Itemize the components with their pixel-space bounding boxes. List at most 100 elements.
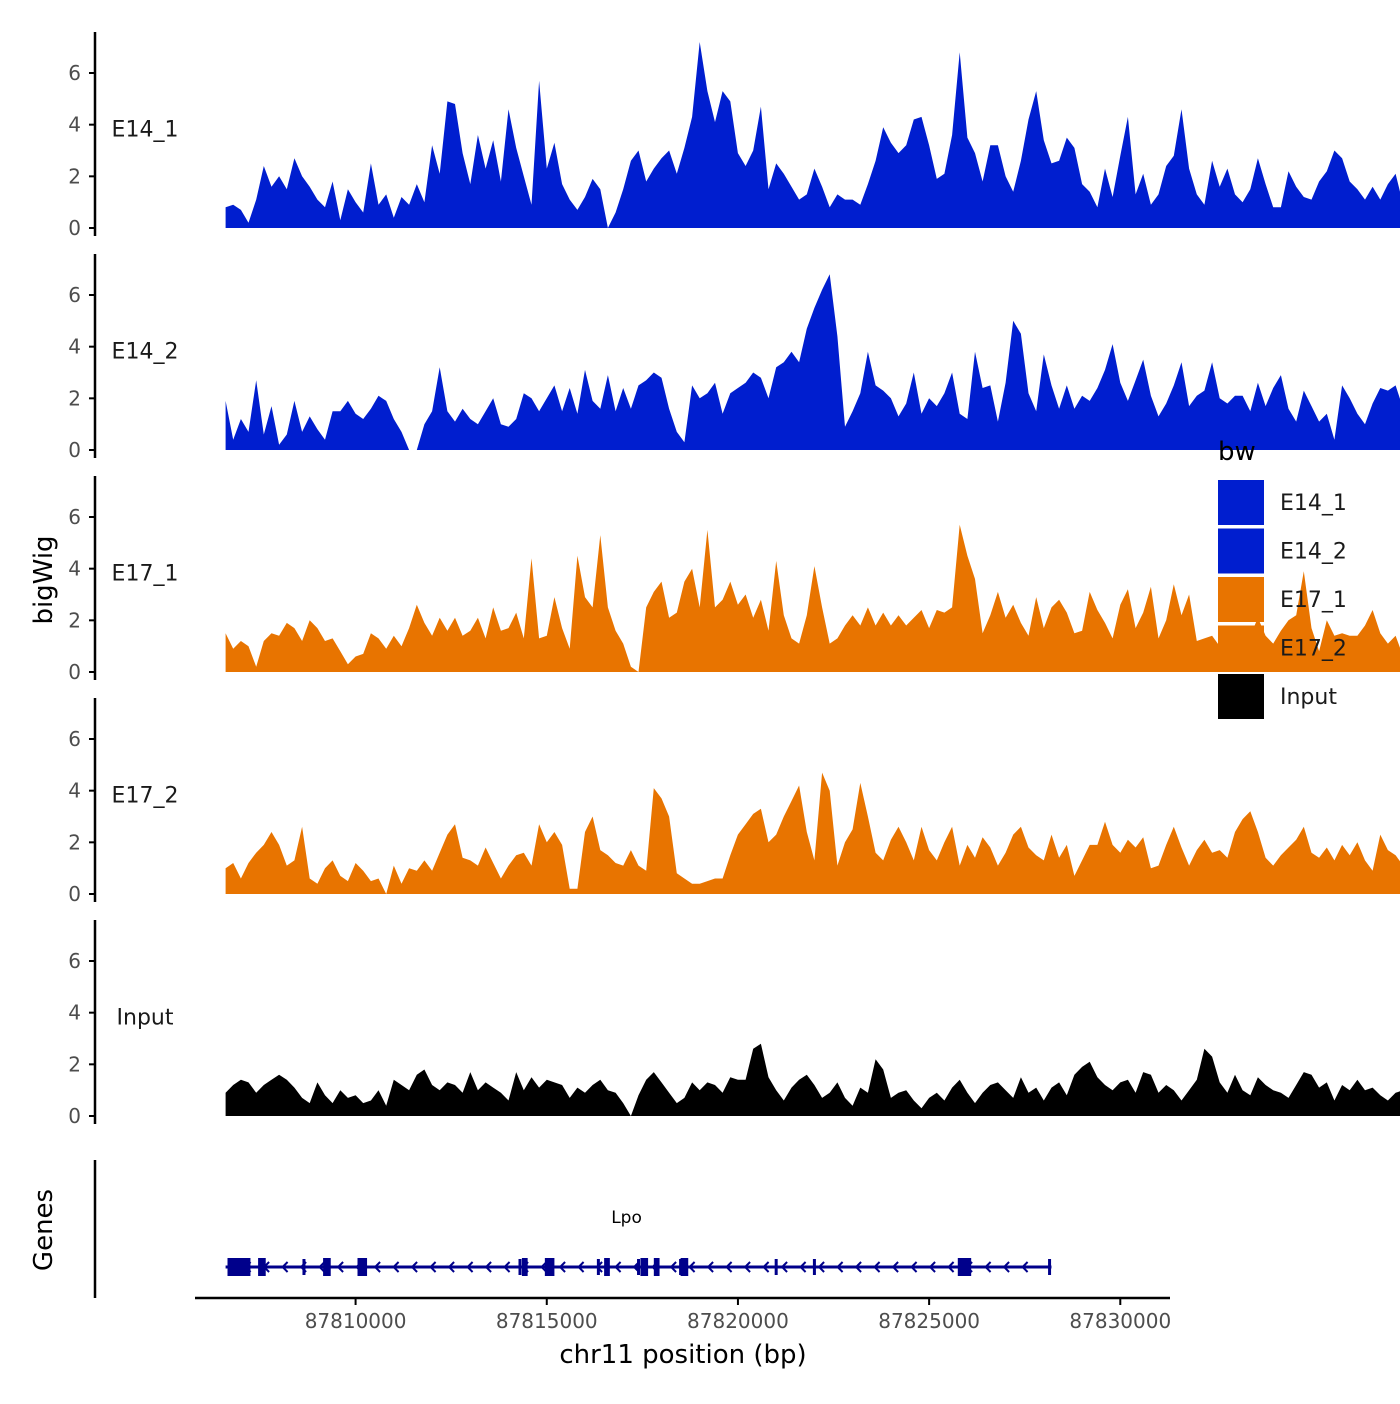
strand-arrow-icon — [318, 1261, 326, 1273]
gene-exon — [258, 1258, 266, 1276]
strand-arrow-icon — [336, 1261, 344, 1273]
y-axis-title: bigWig — [29, 535, 59, 624]
strand-arrow-icon — [799, 1261, 807, 1273]
strand-arrow-icon — [466, 1261, 474, 1273]
legend: bw E14_1 E14_2 E17_1 E17_2 Input — [1218, 437, 1347, 719]
y-tick-label: 2 — [68, 164, 81, 188]
strand-arrow-icon — [873, 1261, 881, 1273]
strand-arrow-icon — [910, 1261, 918, 1273]
y-tick-label: 6 — [68, 61, 81, 85]
strand-arrow-icon — [1002, 1261, 1010, 1273]
area-E14_2 — [225, 274, 1400, 450]
area-Input — [225, 1043, 1400, 1116]
gene-exon — [227, 1258, 251, 1276]
track-label: E17_1 — [112, 561, 179, 586]
y-tick-label: 0 — [68, 1104, 81, 1128]
area-E17_1 — [225, 524, 1400, 672]
y-tick-label: 0 — [68, 660, 81, 684]
legend-item-E14_2: E14_2 — [1218, 528, 1347, 574]
gene-exon — [521, 1258, 528, 1276]
y-tick-label: 6 — [68, 949, 81, 973]
y-tick-label: 2 — [68, 830, 81, 854]
y-tick-label: 4 — [68, 1001, 81, 1025]
y-tick-label: 6 — [68, 283, 81, 307]
strand-arrow-icon — [614, 1261, 622, 1273]
y-tick-label: 2 — [68, 608, 81, 632]
strand-arrow-icon — [688, 1261, 696, 1273]
track-label: E14_1 — [112, 117, 179, 142]
legend-item-Input: Input — [1218, 674, 1337, 719]
legend-label: E14_2 — [1280, 540, 1347, 565]
strand-arrow-icon — [281, 1261, 289, 1273]
strand-arrow-icon — [984, 1261, 992, 1273]
x-tick-label: 87830000 — [1069, 1309, 1171, 1333]
strand-arrow-icon — [447, 1261, 455, 1273]
y-tick-label: 0 — [68, 882, 81, 906]
strand-arrow-icon — [836, 1261, 844, 1273]
gene-exon — [323, 1258, 331, 1276]
strand-arrow-icon — [484, 1261, 492, 1273]
legend-swatch — [1218, 674, 1264, 719]
gene-exon — [357, 1258, 368, 1276]
strand-arrow-icon — [743, 1261, 751, 1273]
track-Input: 0 2 4 6 Input — [68, 920, 1400, 1128]
legend-swatch — [1218, 480, 1264, 525]
strand-arrow-icon — [669, 1261, 677, 1273]
legend-label: Input — [1280, 685, 1337, 710]
strand-arrow-icon — [558, 1261, 566, 1273]
gene-exon — [604, 1258, 610, 1276]
strand-arrow-icon — [410, 1261, 418, 1273]
strand-arrow-icon — [928, 1261, 936, 1273]
legend-title: bw — [1218, 437, 1256, 467]
strand-arrow-icon — [1021, 1261, 1029, 1273]
strand-arrow-icon — [503, 1261, 511, 1273]
x-tick-label: 87820000 — [687, 1309, 789, 1333]
y-tick-label: 2 — [68, 386, 81, 410]
tracks-group: 0 2 4 6 E14_1 0 2 4 6 E14_2 0 2 4 6 E17_1 0 2 4 6 E17_2 0 2 4 6… — [68, 32, 1400, 1128]
legend-swatch — [1218, 528, 1264, 574]
genes-panel: Lpo — [93, 1160, 1052, 1298]
y-tick-label: 4 — [68, 335, 81, 359]
y-tick-label: 2 — [68, 1052, 81, 1076]
y-tick-label: 0 — [68, 438, 81, 462]
area-E17_2 — [225, 772, 1400, 894]
gene-name-label: Lpo — [611, 1208, 642, 1228]
x-axis: 87810000 87815000 87820000 87825000 87830000 — [195, 1296, 1171, 1333]
strand-arrow-icon — [577, 1261, 585, 1273]
legend-item-E17_1: E17_1 — [1218, 577, 1347, 622]
track-E17_2: 0 2 4 6 E17_2 — [68, 698, 1400, 906]
gene-exon — [640, 1258, 649, 1276]
gene-exon — [544, 1258, 555, 1276]
strand-arrow-icon — [780, 1261, 788, 1273]
legend-swatch — [1218, 625, 1264, 671]
y-tick-label: 6 — [68, 505, 81, 529]
y-tick-label: 0 — [68, 216, 81, 240]
y-tick-label: 4 — [68, 779, 81, 803]
legend-item-E17_2: E17_2 — [1218, 625, 1347, 671]
y-tick-label: 4 — [68, 113, 81, 137]
strand-arrow-icon — [429, 1261, 437, 1273]
track-label: Input — [117, 1005, 174, 1030]
x-tick-label: 87810000 — [305, 1309, 407, 1333]
genes-axis-title: Genes — [29, 1189, 59, 1271]
legend-label: E17_1 — [1280, 588, 1347, 613]
strand-arrow-icon — [373, 1261, 381, 1273]
strand-arrow-icon — [392, 1261, 400, 1273]
track-E14_1: 0 2 4 6 E14_1 — [68, 32, 1400, 240]
gene-exon — [957, 1258, 972, 1276]
legend-items: E14_1 E14_2 E17_1 E17_2 Input — [1218, 480, 1347, 719]
strand-arrow-icon — [762, 1261, 770, 1273]
y-tick-label: 4 — [68, 557, 81, 581]
strand-arrow-icon — [817, 1261, 825, 1273]
y-tick-label: 6 — [68, 727, 81, 751]
area-E14_1 — [225, 42, 1400, 228]
strand-arrow-icon — [725, 1261, 733, 1273]
track-label: E17_2 — [112, 783, 179, 808]
x-axis-title: chr11 position (bp) — [559, 1340, 806, 1370]
track-E17_1: 0 2 4 6 E17_1 — [68, 476, 1400, 684]
legend-swatch — [1218, 577, 1264, 622]
legend-label: E17_2 — [1280, 637, 1347, 662]
strand-arrow-icon — [891, 1261, 899, 1273]
